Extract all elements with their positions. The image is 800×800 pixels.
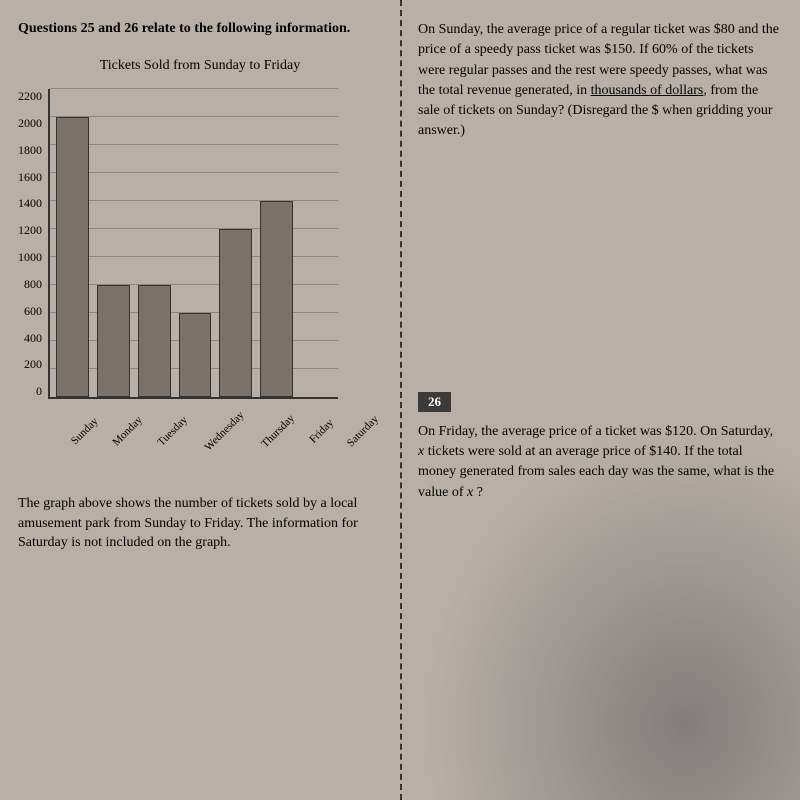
bar-friday: [260, 201, 293, 397]
question-25-text: On Sunday, the average price of a regula…: [418, 20, 782, 142]
x-tick-label: Monday: [110, 414, 144, 448]
left-column: Questions 25 and 26 relate to the follow…: [0, 0, 400, 800]
y-tick-label: 1800: [18, 143, 42, 158]
y-tick-label: 400: [24, 331, 42, 346]
bar-sunday: [56, 117, 89, 397]
plot-area: [48, 89, 338, 399]
bar-thursday: [219, 229, 252, 397]
x-tick-label: Wednesday: [202, 409, 246, 453]
x-tick-label: Tuesday: [155, 414, 190, 449]
question-26-text: On Friday, the average price of a ticket…: [418, 422, 782, 503]
y-tick-label: 600: [24, 304, 42, 319]
y-tick-label: 2200: [18, 89, 42, 104]
y-tick-label: 1600: [18, 170, 42, 185]
bar-monday: [97, 285, 130, 397]
instruction-text: Questions 25 and 26 relate to the follow…: [18, 20, 382, 38]
x-tick-label: Sunday: [69, 416, 101, 448]
y-tick-label: 2000: [18, 116, 42, 131]
x-tick-label: Saturday: [345, 413, 381, 449]
bar-chart: 2200200018001600140012001000800600400200…: [18, 89, 382, 399]
y-tick-label: 1200: [18, 223, 42, 238]
page: Questions 25 and 26 relate to the follow…: [0, 0, 800, 800]
y-tick-label: 200: [24, 357, 42, 372]
question-number-26: 26: [418, 392, 451, 412]
chart-caption: The graph above shows the number of tick…: [18, 494, 382, 553]
x-axis: SundayMondayTuesdayWednesdayThursdayFrid…: [58, 409, 348, 439]
x-tick-label: Friday: [307, 417, 336, 446]
bars-container: [50, 89, 338, 397]
spacer: [418, 142, 782, 372]
y-tick-label: 0: [36, 384, 42, 399]
chart-title: Tickets Sold from Sunday to Friday: [18, 58, 382, 74]
bar-tuesday: [138, 285, 171, 397]
x-tick-label: Thursday: [259, 412, 297, 450]
y-tick-label: 1400: [18, 196, 42, 211]
bar-wednesday: [179, 313, 212, 397]
y-tick-label: 1000: [18, 250, 42, 265]
y-axis: 2200200018001600140012001000800600400200…: [18, 89, 48, 399]
y-tick-label: 800: [24, 277, 42, 292]
right-column: On Sunday, the average price of a regula…: [400, 0, 800, 800]
